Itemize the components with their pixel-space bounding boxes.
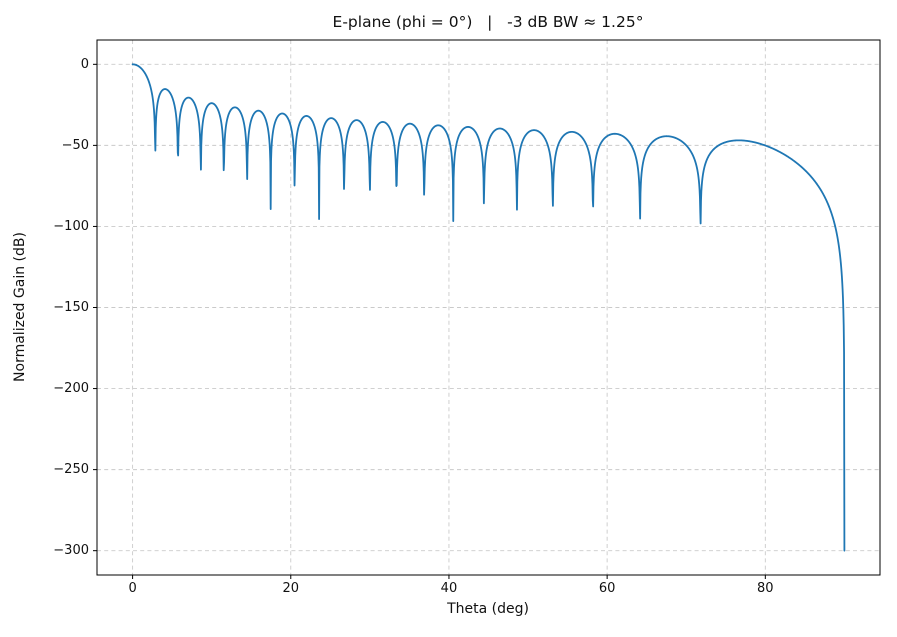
x-tick-label: 40 xyxy=(441,581,458,596)
y-tick-label: −250 xyxy=(53,462,89,477)
x-tick-label: 0 xyxy=(128,581,136,596)
gain-curve xyxy=(131,63,846,552)
y-tick-label: −50 xyxy=(62,138,89,153)
y-tick-label: −300 xyxy=(53,543,89,558)
x-tick-label: 60 xyxy=(599,581,616,596)
x-tick-label: 80 xyxy=(757,581,774,596)
y-axis-label: Normalized Gain (dB) xyxy=(12,232,28,382)
y-tick-label: −100 xyxy=(53,219,89,234)
y-tick-label: −150 xyxy=(53,300,89,315)
chart-title: E-plane (phi = 0°) | -3 dB BW ≈ 1.25° xyxy=(332,13,644,31)
x-tick-label: 20 xyxy=(282,581,299,596)
y-tick-label: −200 xyxy=(53,381,89,396)
y-tick-label: 0 xyxy=(81,57,89,72)
x-axis-label: Theta (deg) xyxy=(447,601,529,617)
